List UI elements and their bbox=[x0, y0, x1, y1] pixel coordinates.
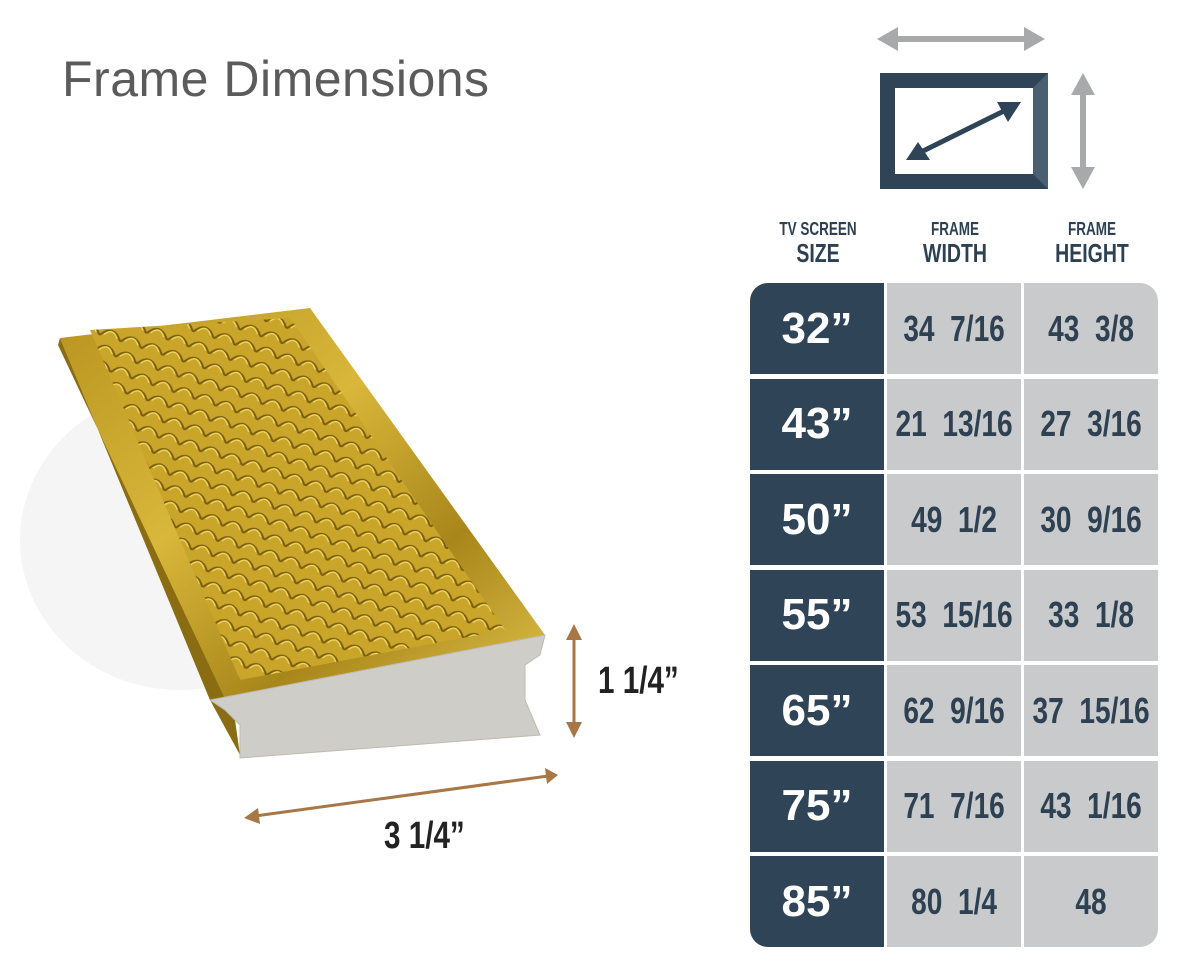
dimensions-table: 32” 34 7/16 43 3/8 43” 21 13/16 27 3/16 50” 49 … bbox=[750, 283, 1160, 952]
frame-width-cell: 53 15/16 bbox=[887, 569, 1021, 661]
frame-width-cell: 34 7/16 bbox=[887, 283, 1021, 374]
frame-height-cell: 43 1/16 bbox=[1024, 760, 1158, 852]
frame-width-cell: 49 1/2 bbox=[887, 474, 1021, 565]
frame-height-cell: 43 3/8 bbox=[1024, 283, 1158, 374]
table-row: 43” 21 13/16 27 3/16 bbox=[750, 378, 1160, 470]
tv-size-cell-text: 50” bbox=[781, 494, 853, 544]
frame-height-cell: 27 3/16 bbox=[1024, 378, 1158, 470]
frame-width-cell: 80 1/4 bbox=[887, 856, 1021, 947]
height-arrow bbox=[566, 624, 582, 738]
tv-frame-dimensions-icon bbox=[877, 27, 1095, 189]
frame-height-cell-text: 27 3/16 bbox=[1040, 403, 1142, 444]
tv-size-cell-text: 85” bbox=[781, 876, 853, 926]
header-tv-screen-size: TV SCREEN SIZE bbox=[779, 219, 857, 268]
frame-height-cell: 37 15/16 bbox=[1024, 665, 1158, 756]
tv-size-cell: 65” bbox=[750, 665, 884, 756]
frame-width-cell: 71 7/16 bbox=[887, 760, 1021, 852]
table-row: 85” 80 1/4 48 bbox=[750, 856, 1160, 947]
frame-width-cell: 62 9/16 bbox=[887, 665, 1021, 756]
tv-size-cell: 50” bbox=[750, 474, 884, 565]
molding-left-side bbox=[58, 338, 240, 755]
frame-height-cell: 48 bbox=[1024, 856, 1158, 947]
frame-height-cell-text: 30 9/16 bbox=[1040, 498, 1142, 540]
frame-height-cell-text: 33 1/8 bbox=[1048, 594, 1134, 635]
header-frame-width: FRAME WIDTH bbox=[923, 219, 987, 268]
frame-width-cell-text: 71 7/16 bbox=[903, 785, 1005, 826]
tv-size-cell-text: 32” bbox=[781, 303, 853, 353]
width-arrow bbox=[244, 768, 558, 824]
tv-size-cell-text: 55” bbox=[781, 590, 853, 639]
frame-width-cell-text: 62 9/16 bbox=[903, 689, 1005, 731]
frame-width-cell-text: 21 13/16 bbox=[895, 403, 1013, 444]
molding-pattern bbox=[90, 318, 505, 680]
tv-size-cell: 43” bbox=[750, 378, 884, 470]
width-dimension-label: 3 1/4” bbox=[384, 815, 465, 857]
tv-size-cell: 32” bbox=[750, 283, 884, 374]
frame-height-cell-text: 48 bbox=[1075, 880, 1107, 922]
header-frame-height: FRAME HEIGHT bbox=[1055, 219, 1129, 268]
table-row: 65” 62 9/16 37 15/16 bbox=[750, 665, 1160, 756]
page-title: Frame Dimensions bbox=[62, 51, 490, 107]
tv-size-cell-text: 65” bbox=[781, 685, 853, 735]
tv-size-cell: 75” bbox=[750, 760, 884, 852]
frame-width-cell: 21 13/16 bbox=[887, 378, 1021, 470]
tv-size-cell-text: 75” bbox=[781, 781, 853, 830]
table-row: 32” 34 7/16 43 3/8 bbox=[750, 283, 1160, 374]
frame-width-cell-text: 49 1/2 bbox=[911, 498, 997, 540]
table-row: 55” 53 15/16 33 1/8 bbox=[750, 569, 1160, 661]
tv-size-cell: 55” bbox=[750, 569, 884, 661]
height-dimension-label: 1 1/4” bbox=[598, 660, 679, 702]
frame-width-cell-text: 34 7/16 bbox=[903, 307, 1005, 349]
frame-height-cell-text: 43 1/16 bbox=[1040, 785, 1142, 826]
tv-size-cell: 85” bbox=[750, 856, 884, 947]
tv-size-cell-text: 43” bbox=[781, 399, 853, 448]
frame-height-cell-text: 43 3/8 bbox=[1048, 307, 1134, 349]
table-row: 50” 49 1/2 30 9/16 bbox=[750, 474, 1160, 565]
molding-profile bbox=[208, 634, 546, 759]
frame-height-cell: 30 9/16 bbox=[1024, 474, 1158, 565]
table-row: 75” 71 7/16 43 1/16 bbox=[750, 760, 1160, 852]
frame-height-cell-text: 37 15/16 bbox=[1032, 689, 1150, 731]
frame-width-cell-text: 53 15/16 bbox=[895, 594, 1013, 635]
frame-height-cell: 33 1/8 bbox=[1024, 569, 1158, 661]
frame-width-cell-text: 80 1/4 bbox=[911, 880, 997, 922]
